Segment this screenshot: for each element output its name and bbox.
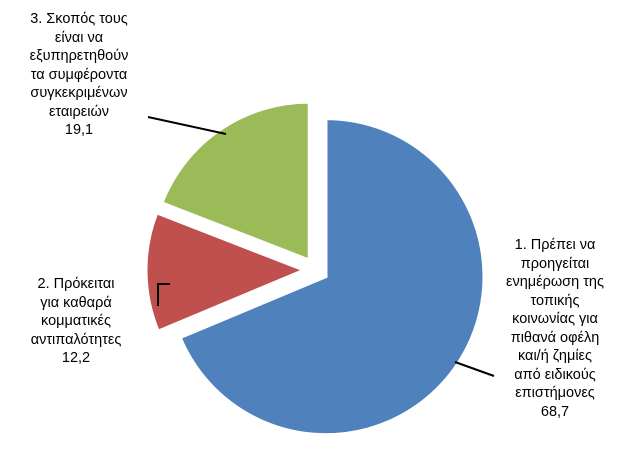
slice-label-line: επιστήμονες: [515, 385, 595, 401]
slice-label-3: 3. Σκοπός τους είναι να εξυπηρετηθούν τα συ…: [0, 10, 158, 140]
slice-label-line: για καθαρά: [40, 294, 112, 311]
leader-line-1: [454, 361, 495, 377]
slice-label-line: τοπικής: [530, 292, 580, 309]
slice-value-label: 68,7: [540, 403, 570, 420]
leader-line-2: [157, 283, 170, 306]
slice-value-label: 19,1: [64, 122, 94, 138]
leader-line-3: [147, 116, 227, 135]
slice-label-1: 1. Πρέπει να προηγείται ενημέρωση της τοπικ…: [486, 236, 624, 421]
slice-label-line: κομματικές: [41, 313, 111, 329]
slice-label-line: και/ή ζημίες: [517, 348, 593, 364]
slice-label-line: 1. Πρέπει να: [514, 237, 596, 253]
slice-label-line: ενημέρωση της: [506, 274, 604, 290]
slice-label-line: προηγείται: [520, 255, 590, 272]
slice-label-line: εταιρειών: [48, 103, 110, 120]
pie-slice-2: [144, 210, 309, 334]
slice-label-line: είναι να: [54, 29, 104, 46]
slice-label-line: από ειδικούς: [514, 366, 596, 383]
pie-slice-1: [178, 117, 486, 437]
slice-label-line: τα συμφέροντα: [30, 66, 128, 83]
slice-label-2: 2. Πρόκειται για καθαρά κομματικές αντιπαλό…: [2, 275, 150, 368]
pie-slice-3: [160, 100, 311, 263]
slice-label-line: αντιπαλότητες: [30, 331, 122, 348]
slice-value-label: 12,2: [61, 350, 91, 366]
slice-label-line: 3. Σκοπός τους: [30, 11, 128, 27]
slice-label-line: εξυπηρετηθούν: [29, 48, 129, 64]
slice-label-line: συγκεκριμένων: [30, 85, 128, 101]
slice-label-line: κοινωνίας για: [512, 311, 598, 327]
slice-label-line: πιθανά οφέλη: [510, 329, 600, 346]
slice-label-line: 2. Πρόκειται: [37, 276, 115, 292]
